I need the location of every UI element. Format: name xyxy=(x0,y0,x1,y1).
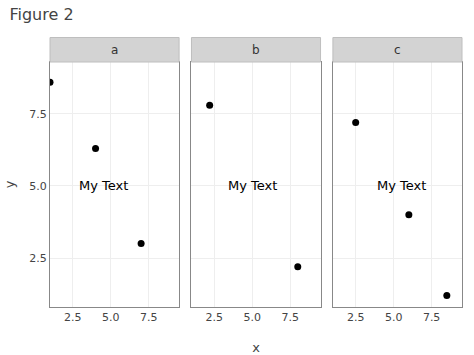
svg-text:7.5: 7.5 xyxy=(423,311,441,324)
svg-text:b: b xyxy=(252,43,260,57)
svg-text:5.0: 5.0 xyxy=(102,311,120,324)
svg-text:c: c xyxy=(394,43,401,57)
svg-text:7.5: 7.5 xyxy=(29,108,47,121)
svg-text:Figure 2: Figure 2 xyxy=(9,5,73,24)
svg-text:5.0: 5.0 xyxy=(29,180,47,193)
svg-text:5.0: 5.0 xyxy=(385,311,403,324)
svg-text:7.5: 7.5 xyxy=(281,311,299,324)
svg-text:2.5: 2.5 xyxy=(205,311,223,324)
svg-text:2.5: 2.5 xyxy=(347,311,365,324)
svg-text:My Text: My Text xyxy=(228,178,277,193)
svg-text:5.0: 5.0 xyxy=(243,311,261,324)
svg-text:y: y xyxy=(2,180,17,188)
svg-text:2.5: 2.5 xyxy=(64,311,82,324)
svg-text:My Text: My Text xyxy=(377,178,426,193)
svg-text:My Text: My Text xyxy=(79,178,128,193)
svg-text:7.5: 7.5 xyxy=(140,311,158,324)
svg-text:a: a xyxy=(111,43,118,57)
svg-text:x: x xyxy=(252,340,260,355)
svg-text:2.5: 2.5 xyxy=(29,252,47,265)
